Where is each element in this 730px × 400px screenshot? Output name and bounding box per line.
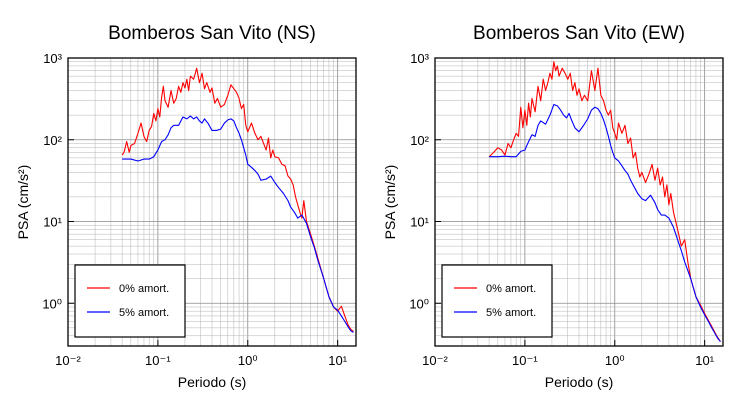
legend-box: [74, 264, 186, 338]
y-tick-label: 10²: [410, 133, 429, 148]
x-tick-label: 10⁻²: [422, 353, 448, 368]
series-line: [488, 61, 721, 342]
grid: [68, 58, 356, 347]
series-line: [121, 67, 354, 333]
series-line: [122, 115, 354, 333]
y-tick-label: 10¹: [43, 215, 62, 230]
y-tick-label: 10⁰: [42, 296, 62, 311]
legend-label: 5% amort.: [119, 307, 169, 319]
legend-label: 0% amort.: [119, 283, 169, 295]
x-tick-label: 10⁰: [238, 353, 258, 368]
x-tick-label: 10⁻¹: [512, 353, 538, 368]
chart-title: Bomberos San Vito (NS): [108, 23, 316, 44]
x-tick-label: 10⁰: [605, 353, 625, 368]
y-tick-label: 10¹: [410, 215, 429, 230]
series-group: [121, 67, 354, 333]
y-axis-label: PSA (cm/s²): [382, 165, 398, 240]
y-axis-label: PSA (cm/s²): [15, 165, 31, 240]
y-tick-label: 10²: [43, 133, 62, 148]
legend-label: 0% amort.: [486, 283, 536, 295]
plot-frame: [67, 57, 357, 347]
y-tick-label: 10³: [43, 51, 62, 66]
legend: 0% amort. 5% amort.: [74, 264, 186, 338]
x-tick-label: 10⁻¹: [145, 353, 171, 368]
series-line: [489, 103, 721, 342]
x-axis-label: Periodo (s): [178, 374, 246, 390]
y-tick-label: 10⁰: [409, 296, 429, 311]
plot-frame: [434, 57, 724, 347]
legend-box: [441, 264, 553, 338]
legend: 0% amort. 5% amort.: [441, 264, 553, 338]
y-tick-label: 10³: [410, 51, 429, 66]
chart-title: Bomberos San Vito (EW): [473, 23, 685, 44]
legend-label: 5% amort.: [486, 307, 536, 319]
chart-ew: 10⁻² 10⁻¹ 10⁰ 10¹ 10⁰ 10¹ 10² 10³ Bomberos San V…: [382, 23, 724, 390]
x-tick-label: 10¹: [695, 353, 714, 368]
chart-ns: 10⁻² 10⁻¹ 10⁰ 10¹ 10⁰ 10¹ 10² 10³ Bomberos San V…: [15, 23, 357, 390]
x-tick-label: 10⁻²: [55, 353, 81, 368]
series-group: [488, 61, 721, 342]
x-tick-label: 10¹: [328, 353, 347, 368]
x-axis-label: Periodo (s): [545, 374, 613, 390]
